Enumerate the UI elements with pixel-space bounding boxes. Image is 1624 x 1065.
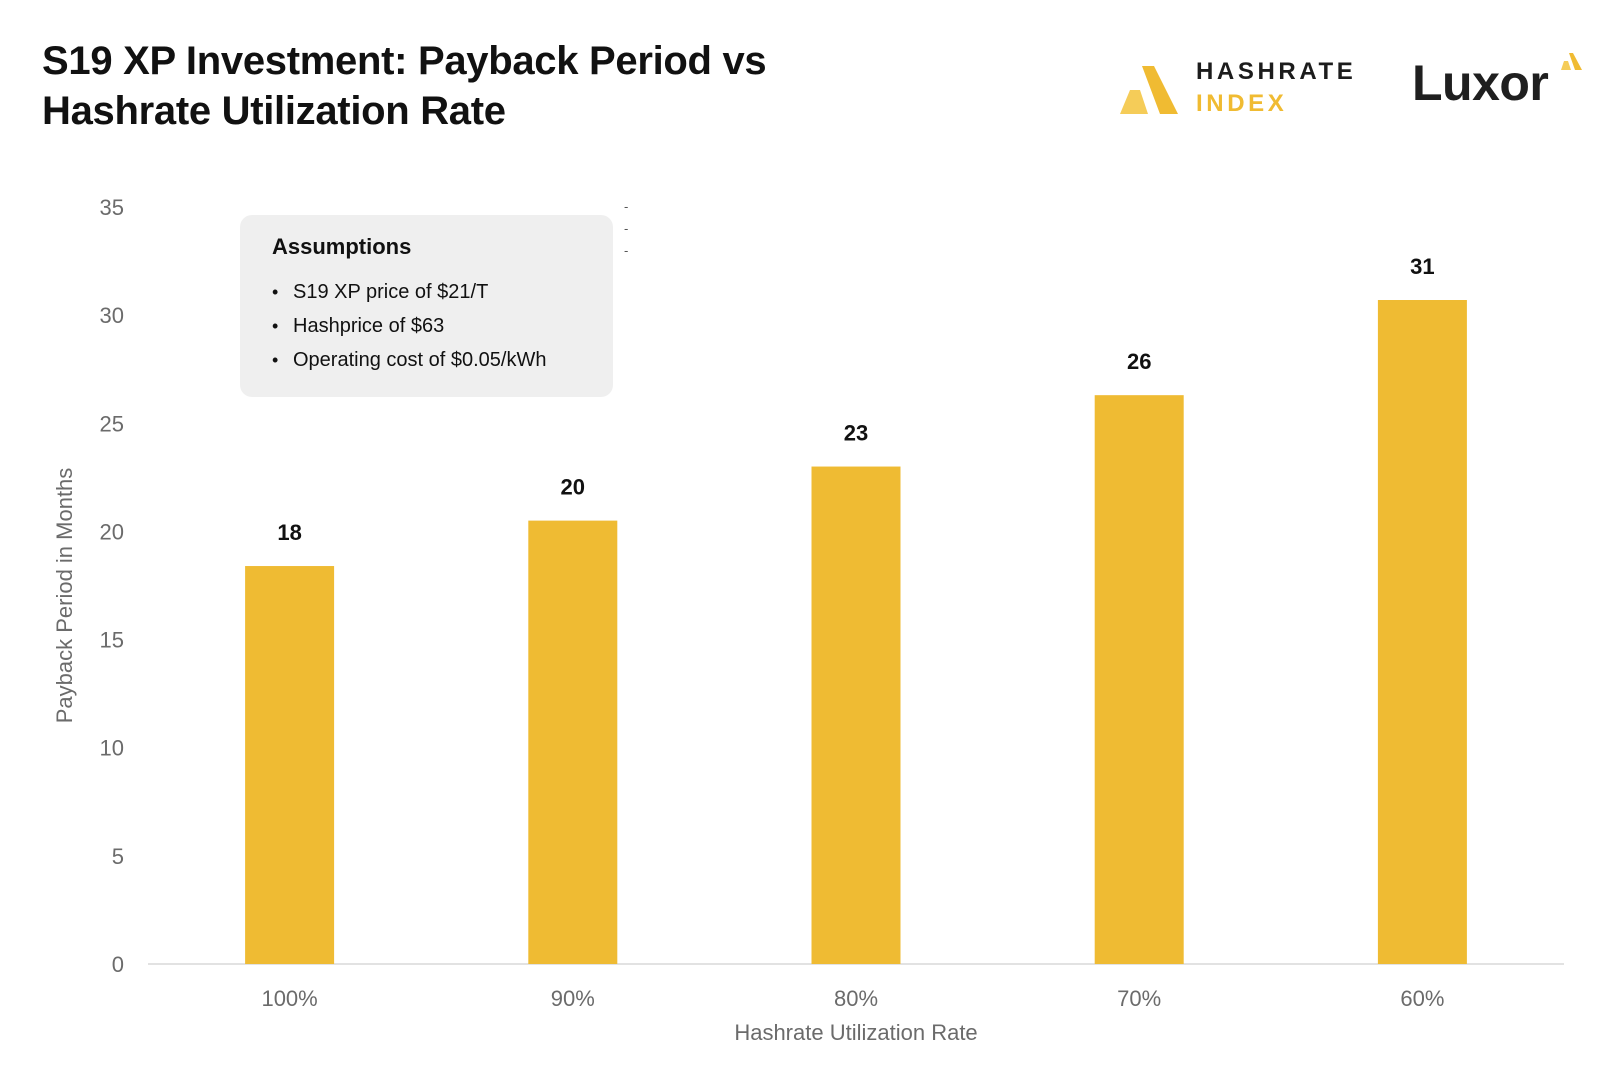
hashrate-index-line1: HASHRATE (1196, 58, 1357, 85)
hashrate-index-logo: HASHRATE INDEX (1118, 54, 1358, 124)
hashrate-index-logo-icon (1120, 66, 1178, 114)
x-tick-label: 100% (261, 986, 317, 1011)
stray-mark: - (624, 221, 629, 236)
assumption-item: Hashprice of $63 (272, 309, 546, 343)
x-tick-label: 80% (834, 986, 878, 1011)
bar (811, 466, 901, 964)
x-tick-label: 60% (1400, 986, 1444, 1011)
data-label: 20 (561, 475, 585, 500)
bar (1377, 300, 1467, 964)
bar (245, 566, 335, 964)
x-tick-label: 90% (551, 986, 595, 1011)
x-axis-title: Hashrate Utilization Rate (734, 1020, 977, 1045)
data-label: 18 (277, 520, 301, 545)
luxor-logo-text: Luxor (1412, 55, 1549, 111)
data-label: 23 (844, 421, 868, 446)
y-tick-label: 15 (100, 628, 124, 653)
data-label: 26 (1127, 349, 1151, 374)
hashrate-index-line2: INDEX (1196, 90, 1288, 117)
y-tick-label: 0 (112, 952, 124, 977)
y-axis-title: Payback Period in Months (52, 468, 77, 724)
assumption-item: S19 XP price of $21/T (272, 275, 546, 309)
x-tick-label: 70% (1117, 986, 1161, 1011)
data-label: 31 (1410, 254, 1434, 279)
y-tick-label: 35 (100, 195, 124, 220)
y-tick-label: 25 (100, 411, 124, 436)
assumptions-title: Assumptions (272, 234, 412, 259)
stray-mark: - (624, 199, 629, 214)
assumption-item: Operating cost of $0.05/kWh (272, 343, 546, 377)
stray-mark: - (624, 243, 629, 258)
luxor-logo-icon (1561, 53, 1582, 70)
y-tick-label: 10 (100, 736, 124, 761)
stray-marks: - - - (624, 196, 628, 262)
y-tick-label: 30 (100, 303, 124, 328)
y-tick-label: 20 (100, 519, 124, 544)
chart-title: S19 XP Investment: Payback Period vs Has… (42, 39, 767, 133)
luxor-logo: Luxor (1412, 48, 1592, 118)
bar (1094, 395, 1184, 964)
assumptions-list: S19 XP price of $21/T Hashprice of $63 O… (272, 275, 546, 377)
y-tick-label: 5 (112, 844, 124, 869)
bar (528, 520, 618, 964)
assumptions-box: Assumptions S19 XP price of $21/T Hashpr… (240, 215, 613, 397)
